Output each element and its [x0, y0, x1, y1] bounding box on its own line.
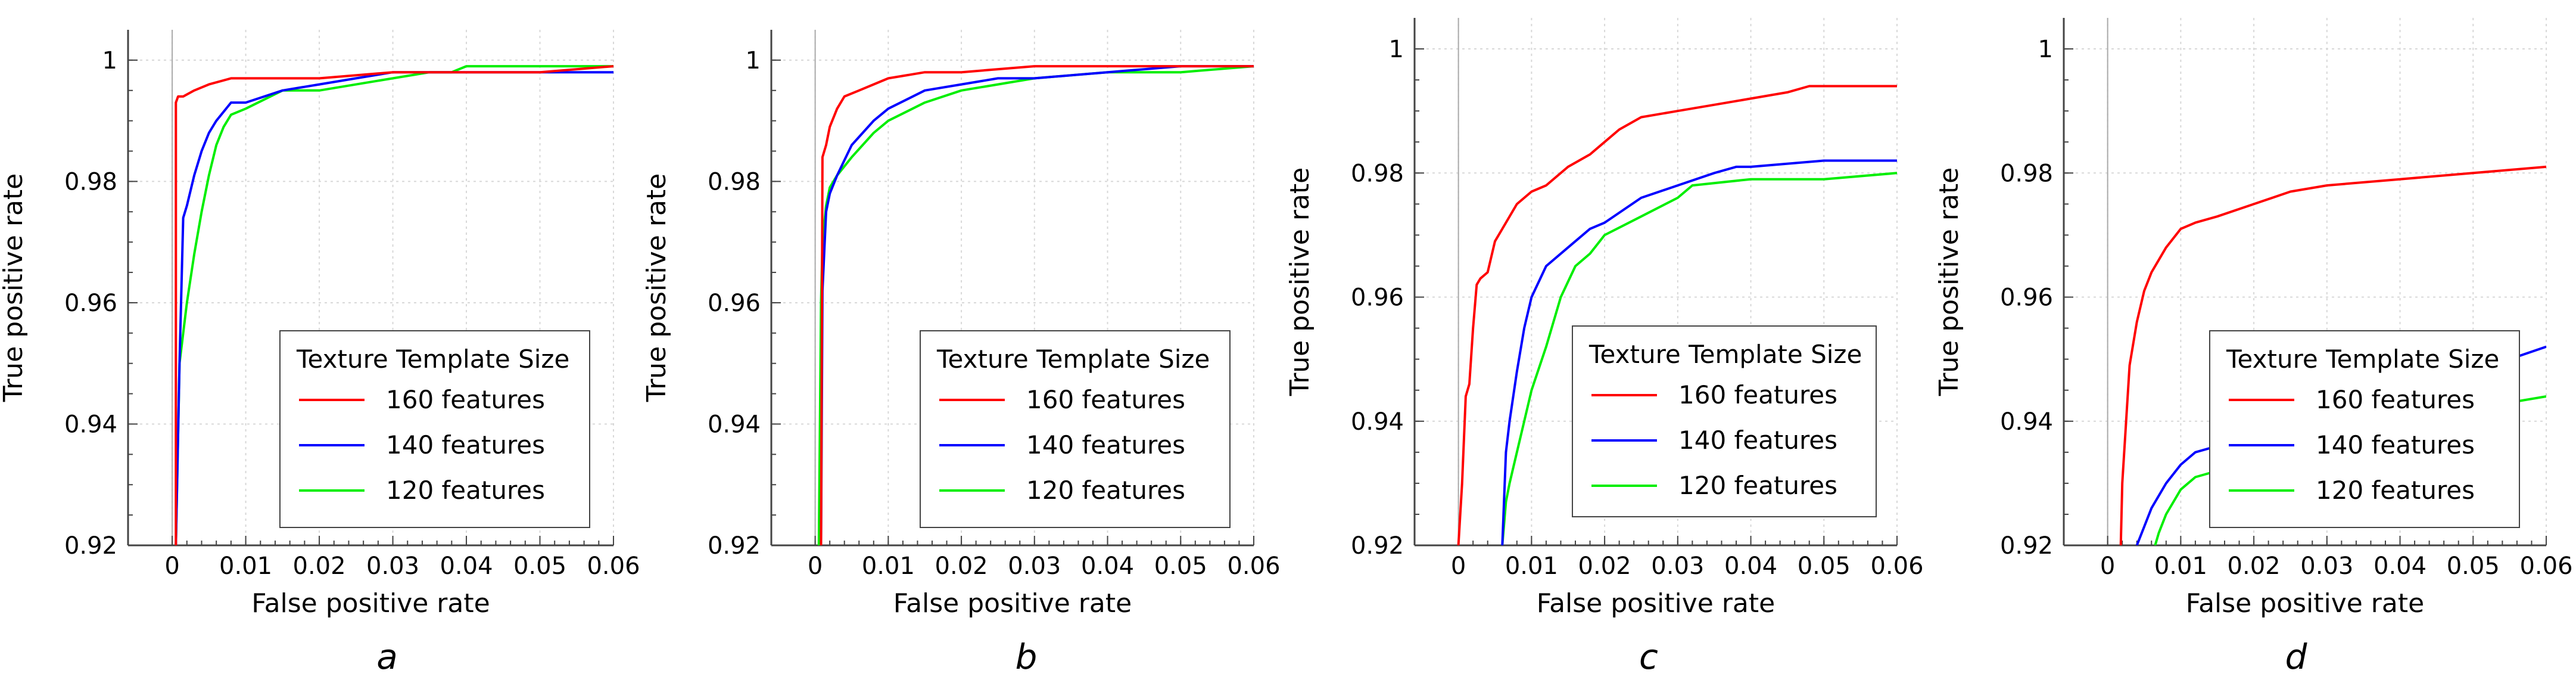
x-tick-label: 0.02 [1578, 552, 1631, 580]
x-tick-label: 0.01 [219, 552, 272, 580]
y-tick-label: 0.94 [1351, 408, 1404, 436]
x-tick-label: 0.05 [1154, 552, 1207, 580]
legend-label: 140 features [1026, 430, 1185, 460]
legend-label: 160 features [386, 385, 545, 414]
y-tick-label: 1 [2038, 36, 2053, 63]
y-tick-label: 0.98 [64, 168, 117, 195]
y-tick-label: 1 [746, 47, 761, 75]
x-tick-label: 0.02 [293, 552, 346, 580]
legend-label: 120 features [386, 476, 545, 505]
legend-label: 120 features [2316, 476, 2475, 505]
y-tick-label: 0.94 [2000, 408, 2053, 436]
series-line-160-features [2119, 165, 2546, 545]
x-tick-label: 0.03 [1651, 552, 1704, 580]
legend-label: 160 features [1026, 385, 1185, 414]
y-tick-label: 0.92 [2000, 532, 2053, 560]
y-axis-title: True positive rate [1934, 167, 1964, 396]
legend: Texture Template Size 160 features 140 fea… [1572, 325, 1877, 517]
y-tick-label: 0.96 [64, 290, 117, 317]
y-tick-label: 0.96 [708, 290, 761, 317]
legend: Texture Template Size 160 features 140 fea… [279, 330, 590, 528]
chart-panel-b: 0 0.01 0.02 0.03 0.04 0.05 0.06 0.92 0.94 0.96 0.9… [641, 30, 1281, 677]
y-tick-label: 1 [1389, 36, 1404, 63]
y-tick-label: 0.94 [64, 411, 117, 438]
x-tick-label: 0.06 [2519, 552, 2572, 580]
series-line-120-features [1501, 172, 1897, 545]
x-tick-label: 0.05 [1798, 552, 1851, 580]
legend-box [2209, 330, 2520, 528]
x-tick-label: 0.06 [1870, 552, 1923, 580]
legend-label: 120 features [1678, 471, 1837, 500]
x-tick-label: 0.05 [2447, 552, 2500, 580]
x-axis-title: False positive rate [1537, 588, 1775, 619]
x-tick-label: 0.01 [862, 552, 915, 580]
legend-box [279, 330, 590, 528]
y-tick-label: 0.92 [64, 532, 117, 560]
legend-label: 120 features [1026, 476, 1185, 505]
x-tick-label: 0.01 [1505, 552, 1558, 580]
x-tick-label: 0.02 [935, 552, 988, 580]
x-axis-title: False positive rate [2186, 588, 2424, 619]
panel-caption: a [376, 637, 398, 677]
x-tick-label: 0.04 [1724, 552, 1777, 580]
x-axis-title: False positive rate [893, 588, 1132, 619]
y-tick-label: 0.98 [1351, 160, 1404, 187]
y-tick-label: 0.96 [1351, 284, 1404, 312]
panel-caption: b [1016, 637, 1038, 677]
y-tick-label: 0.94 [708, 411, 761, 438]
panel-caption: c [1639, 637, 1658, 677]
x-tick-label: 0 [808, 552, 823, 580]
x-axis-title: False positive rate [251, 588, 490, 619]
x-tick-label: 0.06 [587, 552, 640, 580]
legend-title: Texture Template Size [936, 344, 1210, 374]
x-tick-label: 0.02 [2228, 552, 2281, 580]
legend-title: Texture Template Size [1588, 340, 1862, 369]
x-tick-label: 0.06 [1227, 552, 1280, 580]
legend-title: Texture Template Size [2226, 344, 2499, 374]
chart-panel-a: 0 0.01 0.02 0.03 0.04 0.05 0.06 0.92 0.94 0.96 0.9… [0, 30, 640, 677]
series-line-160-features [1457, 85, 1897, 545]
x-tick-label: 0 [1451, 552, 1466, 580]
legend: Texture Template Size 160 features 140 fea… [920, 330, 1231, 528]
x-tick-label: 0.03 [1008, 552, 1061, 580]
x-tick-label: 0.04 [1081, 552, 1134, 580]
y-tick-label: 0.92 [1351, 532, 1404, 560]
chart-panel-d: 0 0.01 0.02 0.03 0.04 0.05 0.06 0.92 0.94 0.96 0.9… [1934, 18, 2573, 677]
y-tick-label: 0.92 [708, 532, 761, 560]
y-tick-label: 1 [102, 47, 117, 75]
legend-label: 160 features [1678, 380, 1837, 409]
panel-caption: d [2285, 637, 2308, 677]
x-tick-label: 0.03 [366, 552, 419, 580]
series-line-140-features [1501, 159, 1897, 545]
y-axis-title: True positive rate [641, 173, 672, 402]
y-axis-title: True positive rate [1285, 167, 1315, 396]
x-tick-label: 0.01 [2154, 552, 2207, 580]
legend-label: 140 features [386, 430, 545, 460]
x-tick-label: 0 [2100, 552, 2115, 580]
x-tick-label: 0.05 [513, 552, 566, 580]
y-tick-label: 0.98 [708, 168, 761, 195]
y-axis-title: True positive rate [0, 173, 29, 402]
legend-label: 140 features [1678, 426, 1837, 455]
y-tick-label: 0.96 [2000, 284, 2053, 312]
legend-label: 140 features [2316, 430, 2475, 460]
legend-label: 160 features [2316, 385, 2475, 414]
x-tick-label: 0.04 [2373, 552, 2427, 580]
legend-title: Texture Template Size [296, 344, 569, 374]
series-line-160-features [175, 65, 613, 545]
x-tick-label: 0.04 [440, 552, 493, 580]
chart-panel-c: 0 0.01 0.02 0.03 0.04 0.05 0.06 0.92 0.94 0.96 0.9… [1285, 18, 1924, 677]
legend: Texture Template Size 160 features 140 fea… [2209, 330, 2520, 528]
series-line-140-features [820, 65, 1254, 545]
x-tick-label: 0 [164, 552, 179, 580]
x-tick-label: 0.03 [2300, 552, 2353, 580]
series-line-160-features [820, 65, 1254, 545]
y-tick-label: 0.98 [2000, 160, 2053, 187]
legend-box [920, 330, 1231, 528]
